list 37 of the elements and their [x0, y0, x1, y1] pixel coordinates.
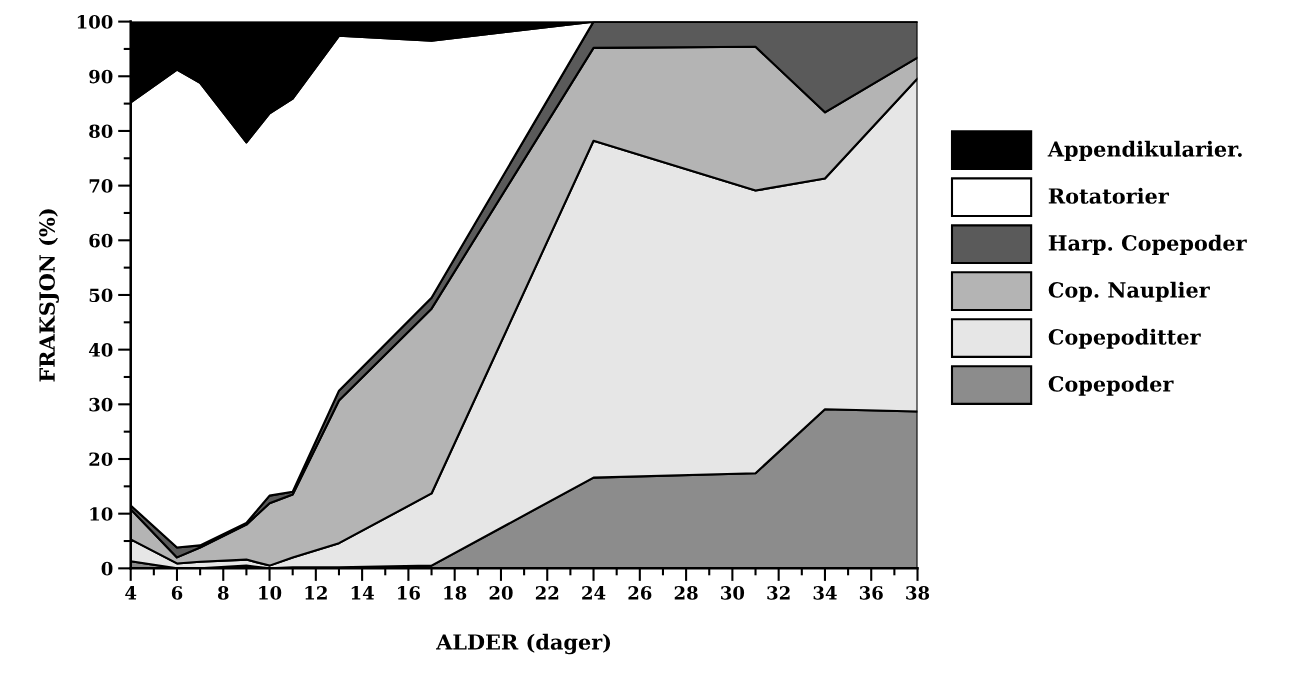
y-tick-label: 20	[89, 452, 113, 467]
x-tick-label: 20	[489, 586, 513, 600]
x-tick-label: 36	[859, 586, 883, 600]
legend-label: Harp. Copepoder	[1048, 234, 1247, 255]
legend-label: Copepoditter	[1048, 328, 1201, 349]
x-tick-label: 38	[906, 586, 930, 600]
x-tick-label: 32	[767, 586, 790, 600]
y-tick-label: 90	[89, 69, 113, 84]
x-tick-label: 6	[171, 586, 183, 600]
x-tick-label: 28	[674, 586, 698, 600]
x-tick-label: 10	[259, 586, 282, 600]
x-tick-label: 24	[582, 586, 606, 600]
x-tick-label: 34	[813, 586, 837, 600]
x-tick-label: 18	[444, 586, 467, 600]
x-tick-label: 30	[721, 586, 745, 600]
y-tick-label: 0	[101, 561, 113, 576]
x-axis-title: ALDER (dager)	[435, 633, 611, 655]
y-tick-label: 100	[77, 15, 113, 29]
legend-label: Appendikularier.	[1047, 140, 1242, 161]
x-tick-label: 12	[305, 586, 327, 600]
x-tick-label: 8	[217, 586, 229, 600]
x-tick-label: 4	[125, 586, 137, 600]
legend-label: Cop. Nauplier	[1048, 281, 1210, 302]
x-tick-label: 16	[398, 586, 420, 600]
x-tick-label: 26	[628, 586, 652, 600]
legend-label: Rotatorier	[1048, 187, 1170, 204]
y-tick-label: 50	[89, 288, 113, 303]
y-tick-label: 10	[90, 507, 113, 521]
y-tick-label: 70	[89, 179, 113, 193]
y-tick-label: 80	[89, 124, 113, 139]
x-tick-label: 22	[535, 586, 559, 600]
y-axis-title: FRAKSJON (%)	[38, 209, 59, 382]
legend-label: Copepoder	[1048, 375, 1174, 396]
y-tick-label: 30	[89, 397, 113, 412]
y-tick-label: 40	[88, 343, 113, 357]
y-tick-label: 60	[89, 233, 113, 248]
x-tick-label: 14	[351, 586, 374, 600]
